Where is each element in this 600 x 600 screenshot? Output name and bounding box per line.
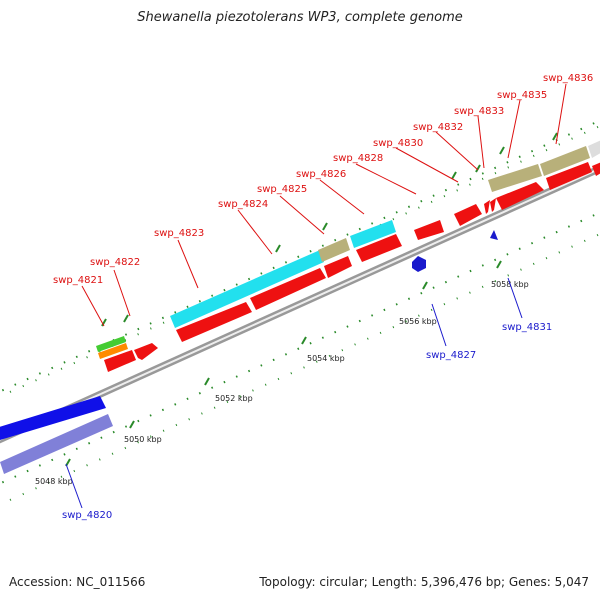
gene-bar-green <box>96 336 126 352</box>
gene-bar-blue <box>0 396 106 440</box>
features-outer <box>0 140 600 474</box>
gene-arrow <box>356 234 402 262</box>
gene-bar-tan <box>540 146 590 176</box>
leader-lines <box>81 83 567 327</box>
gene-arrow <box>496 182 544 210</box>
gene-arrow <box>324 256 352 278</box>
gene-labels: swp_4821 swp_4822 swp_4823 swp_4824 swp_… <box>53 73 593 521</box>
gene-label: swp_4836 <box>543 73 593 84</box>
gene-arrow-reverse <box>490 230 498 240</box>
genome-backbone <box>0 164 600 444</box>
gene-label: swp_4827 <box>426 350 476 361</box>
gene-arrow <box>250 268 326 310</box>
gene-label: swp_4824 <box>218 199 268 210</box>
gene-label: swp_4833 <box>454 106 504 117</box>
tick-label: 5056 kbp <box>399 317 437 326</box>
kbp-ticks <box>65 132 558 467</box>
gene-label: swp_4831 <box>502 322 552 333</box>
genome-summary-text: Topology: circular; Length: 5,396,476 bp… <box>259 575 589 589</box>
gene-label: swp_4823 <box>154 228 204 239</box>
gene-label: swp_4830 <box>373 138 423 149</box>
tick-label: 5054 kbp <box>307 354 345 363</box>
gene-bar-tan <box>488 164 542 192</box>
accession-text: Accession: NC_011566 <box>9 575 146 589</box>
gene-arrow <box>134 343 158 360</box>
gene-label: swp_4825 <box>257 184 307 195</box>
tick-label: 5048 kbp <box>35 477 73 486</box>
gene-arrow <box>546 162 592 190</box>
gene-arrow <box>592 162 600 176</box>
map-title: Shewanella piezotolerans WP3, complete g… <box>137 10 463 25</box>
gene-arrow <box>104 350 136 372</box>
tick-label: 5052 kbp <box>215 394 253 403</box>
tick-label: 5050 kbp <box>124 435 162 444</box>
gene-bar-orange <box>98 343 128 359</box>
gene-label: swp_4826 <box>296 169 346 180</box>
gene-bar-cyan <box>170 250 324 328</box>
gene-label: swp_4828 <box>333 153 383 164</box>
gene-bar-slate <box>0 414 113 474</box>
leader-lines-blue <box>65 277 523 509</box>
gene-arrow <box>454 204 482 226</box>
gene-arrow <box>176 302 252 342</box>
gene-label: swp_4835 <box>497 90 547 101</box>
gene-label: swp_4832 <box>413 122 463 133</box>
features-reverse <box>412 230 498 272</box>
gene-bar-gray <box>588 140 600 158</box>
gene-label: swp_4820 <box>62 510 112 521</box>
gene-arrow <box>490 198 496 212</box>
gene-arrow-reverse <box>412 256 426 272</box>
gene-label: swp_4822 <box>90 257 140 268</box>
gene-arrow <box>484 200 490 214</box>
features-forward <box>104 162 600 372</box>
gene-bar-cyan <box>350 220 396 248</box>
gene-label: swp_4821 <box>53 275 103 286</box>
gene-arrow <box>414 220 444 240</box>
gene-bar-tan <box>318 238 350 262</box>
